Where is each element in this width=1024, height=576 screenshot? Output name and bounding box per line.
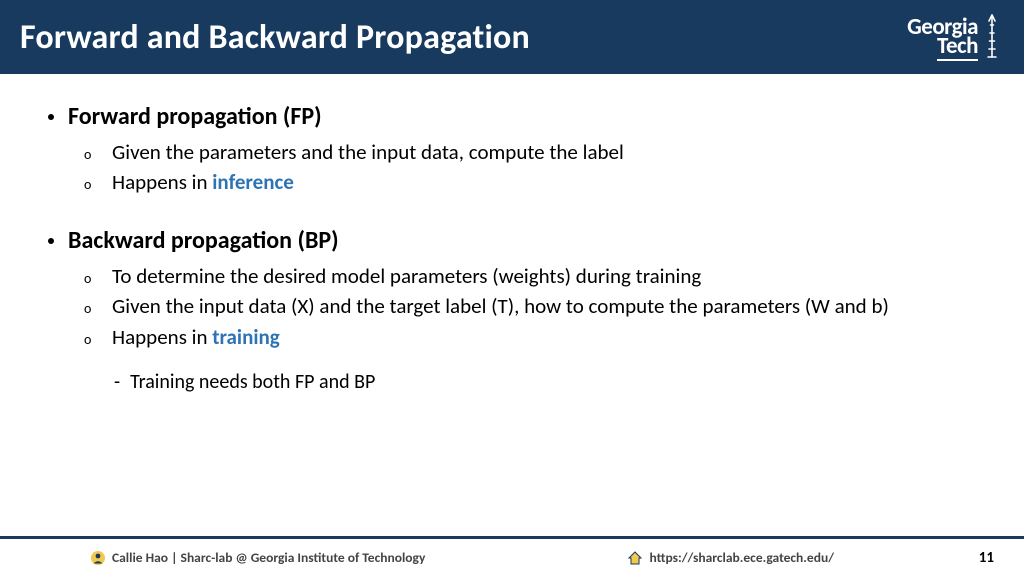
section-heading: Backward propagation (BP) — [68, 226, 339, 255]
highlight-word: training — [212, 324, 279, 350]
slide: Forward and Backward Propagation Georgia… — [0, 0, 1024, 576]
gt-logo: Georgia Tech — [907, 13, 1000, 61]
item-text: Happens in training — [112, 322, 280, 352]
item-text: To determine the desired model parameter… — [112, 261, 701, 291]
section-bp: Backward propagation (BP) o To determine… — [48, 226, 976, 396]
circle-bullet-icon: o — [84, 269, 98, 289]
list-item: o Given the parameters and the input dat… — [84, 137, 976, 167]
section-heading: Forward propagation (FP) — [68, 102, 322, 131]
tower-icon — [984, 13, 1000, 61]
footer-author-text: Callie Hao | Sharc-lab @ Georgia Institu… — [112, 549, 425, 566]
list-item: o Given the input data (X) and the targe… — [84, 291, 976, 321]
person-icon — [90, 550, 106, 566]
footer-url-text: https://sharclab.ece.gatech.edu/ — [649, 549, 834, 566]
footer-author: Callie Hao | Sharc-lab @ Georgia Institu… — [90, 549, 425, 566]
bullet-icon — [48, 114, 54, 120]
circle-bullet-icon: o — [84, 330, 98, 350]
highlight-word: inference — [212, 169, 294, 195]
dash-bullet-icon: - — [114, 368, 120, 396]
footer-url: https://sharclab.ece.gatech.edu/ — [627, 549, 834, 566]
list-item: o To determine the desired model paramet… — [84, 261, 976, 291]
item-text: Given the input data (X) and the target … — [112, 291, 889, 321]
section-fp: Forward propagation (FP) o Given the par… — [48, 102, 976, 198]
footer-bar: Callie Hao | Sharc-lab @ Georgia Institu… — [0, 536, 1024, 576]
list-item: o Happens in inference — [84, 167, 976, 197]
list-item: - Training needs both FP and BP — [114, 368, 976, 396]
home-icon — [627, 550, 643, 566]
header-bar: Forward and Backward Propagation Georgia… — [0, 0, 1024, 74]
circle-bullet-icon: o — [84, 175, 98, 195]
item-text: Happens in inference — [112, 167, 294, 197]
gt-logo-line2: Tech — [937, 37, 978, 61]
list-item: o Happens in training - Training needs b… — [84, 322, 976, 396]
slide-body: Forward propagation (FP) o Given the par… — [0, 74, 1024, 536]
circle-bullet-icon: o — [84, 299, 98, 319]
item-text: Training needs both FP and BP — [130, 368, 375, 396]
slide-title: Forward and Backward Propagation — [20, 17, 530, 58]
gt-logo-text: Georgia Tech — [907, 18, 978, 61]
circle-bullet-icon: o — [84, 145, 98, 165]
bullet-icon — [48, 238, 54, 244]
bullet-list: Forward propagation (FP) o Given the par… — [48, 102, 976, 396]
item-text: Given the parameters and the input data,… — [112, 137, 624, 167]
page-number: 11 — [979, 549, 994, 567]
